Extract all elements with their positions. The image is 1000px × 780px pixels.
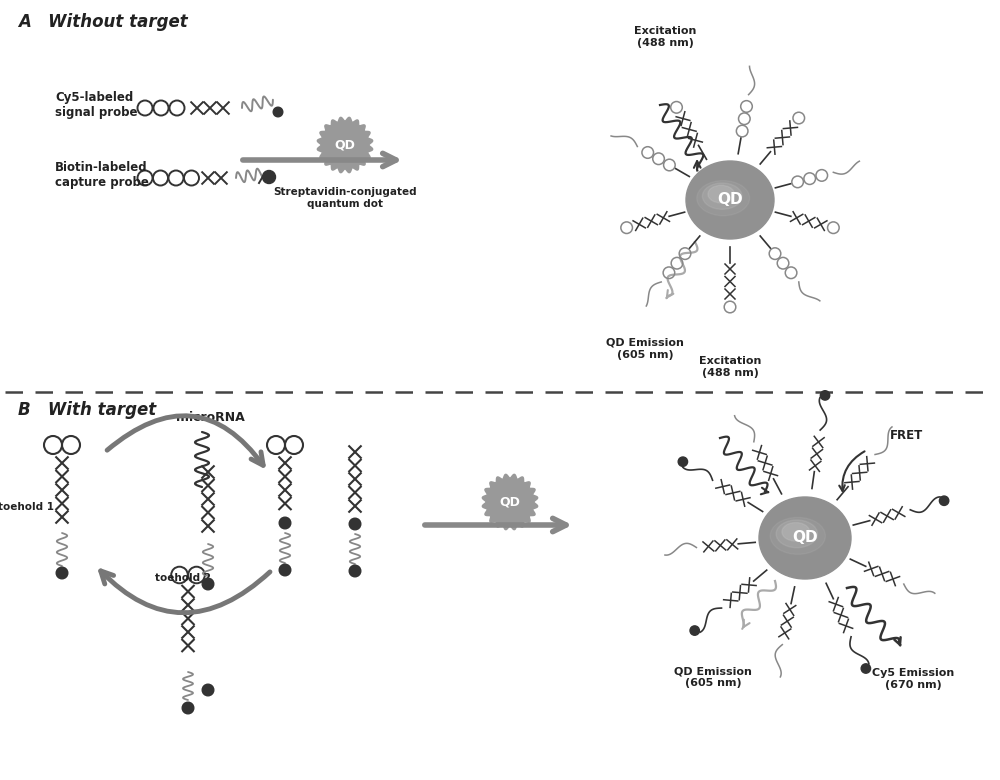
Text: QD Emission
(605 nm): QD Emission (605 nm) — [674, 666, 752, 688]
Text: QD: QD — [792, 530, 818, 545]
Circle shape — [690, 626, 699, 635]
Ellipse shape — [770, 517, 825, 555]
Text: QD Emission
(605 nm): QD Emission (605 nm) — [606, 338, 684, 360]
Ellipse shape — [702, 183, 742, 209]
Circle shape — [262, 171, 276, 183]
Text: toehold 2: toehold 2 — [155, 573, 211, 583]
Polygon shape — [317, 117, 373, 172]
Text: QD: QD — [335, 139, 355, 151]
Circle shape — [349, 518, 361, 530]
Ellipse shape — [776, 520, 818, 548]
Ellipse shape — [697, 181, 750, 216]
Text: B   With target: B With target — [18, 401, 156, 419]
Text: Streptavidin-conjugated
quantum dot: Streptavidin-conjugated quantum dot — [273, 187, 417, 208]
Text: toehold 1: toehold 1 — [0, 502, 54, 512]
Circle shape — [678, 457, 688, 466]
Text: QD: QD — [500, 495, 520, 509]
Circle shape — [202, 684, 214, 696]
Text: Excitation
(488 nm): Excitation (488 nm) — [699, 356, 761, 378]
Ellipse shape — [686, 161, 774, 239]
Ellipse shape — [759, 497, 851, 579]
Text: A   Without target: A Without target — [18, 13, 188, 31]
Circle shape — [939, 496, 949, 505]
Polygon shape — [482, 474, 538, 530]
Text: Excitation
(488 nm): Excitation (488 nm) — [634, 27, 696, 48]
Circle shape — [279, 564, 291, 576]
Circle shape — [861, 664, 871, 673]
Circle shape — [349, 566, 361, 576]
Circle shape — [273, 107, 283, 117]
Text: Cy5-labeled
signal probe: Cy5-labeled signal probe — [55, 91, 138, 119]
Ellipse shape — [782, 523, 810, 541]
Circle shape — [182, 702, 194, 714]
Text: microRNA: microRNA — [176, 412, 244, 424]
Circle shape — [279, 517, 291, 529]
Text: Biotin-labeled
capture probe: Biotin-labeled capture probe — [55, 161, 149, 189]
Circle shape — [56, 567, 68, 579]
Circle shape — [820, 391, 830, 400]
Ellipse shape — [708, 186, 734, 203]
Text: QD: QD — [717, 193, 743, 207]
Text: FRET: FRET — [890, 430, 923, 442]
Circle shape — [202, 578, 214, 590]
Text: Cy5 Emission
(670 nm): Cy5 Emission (670 nm) — [872, 668, 954, 690]
